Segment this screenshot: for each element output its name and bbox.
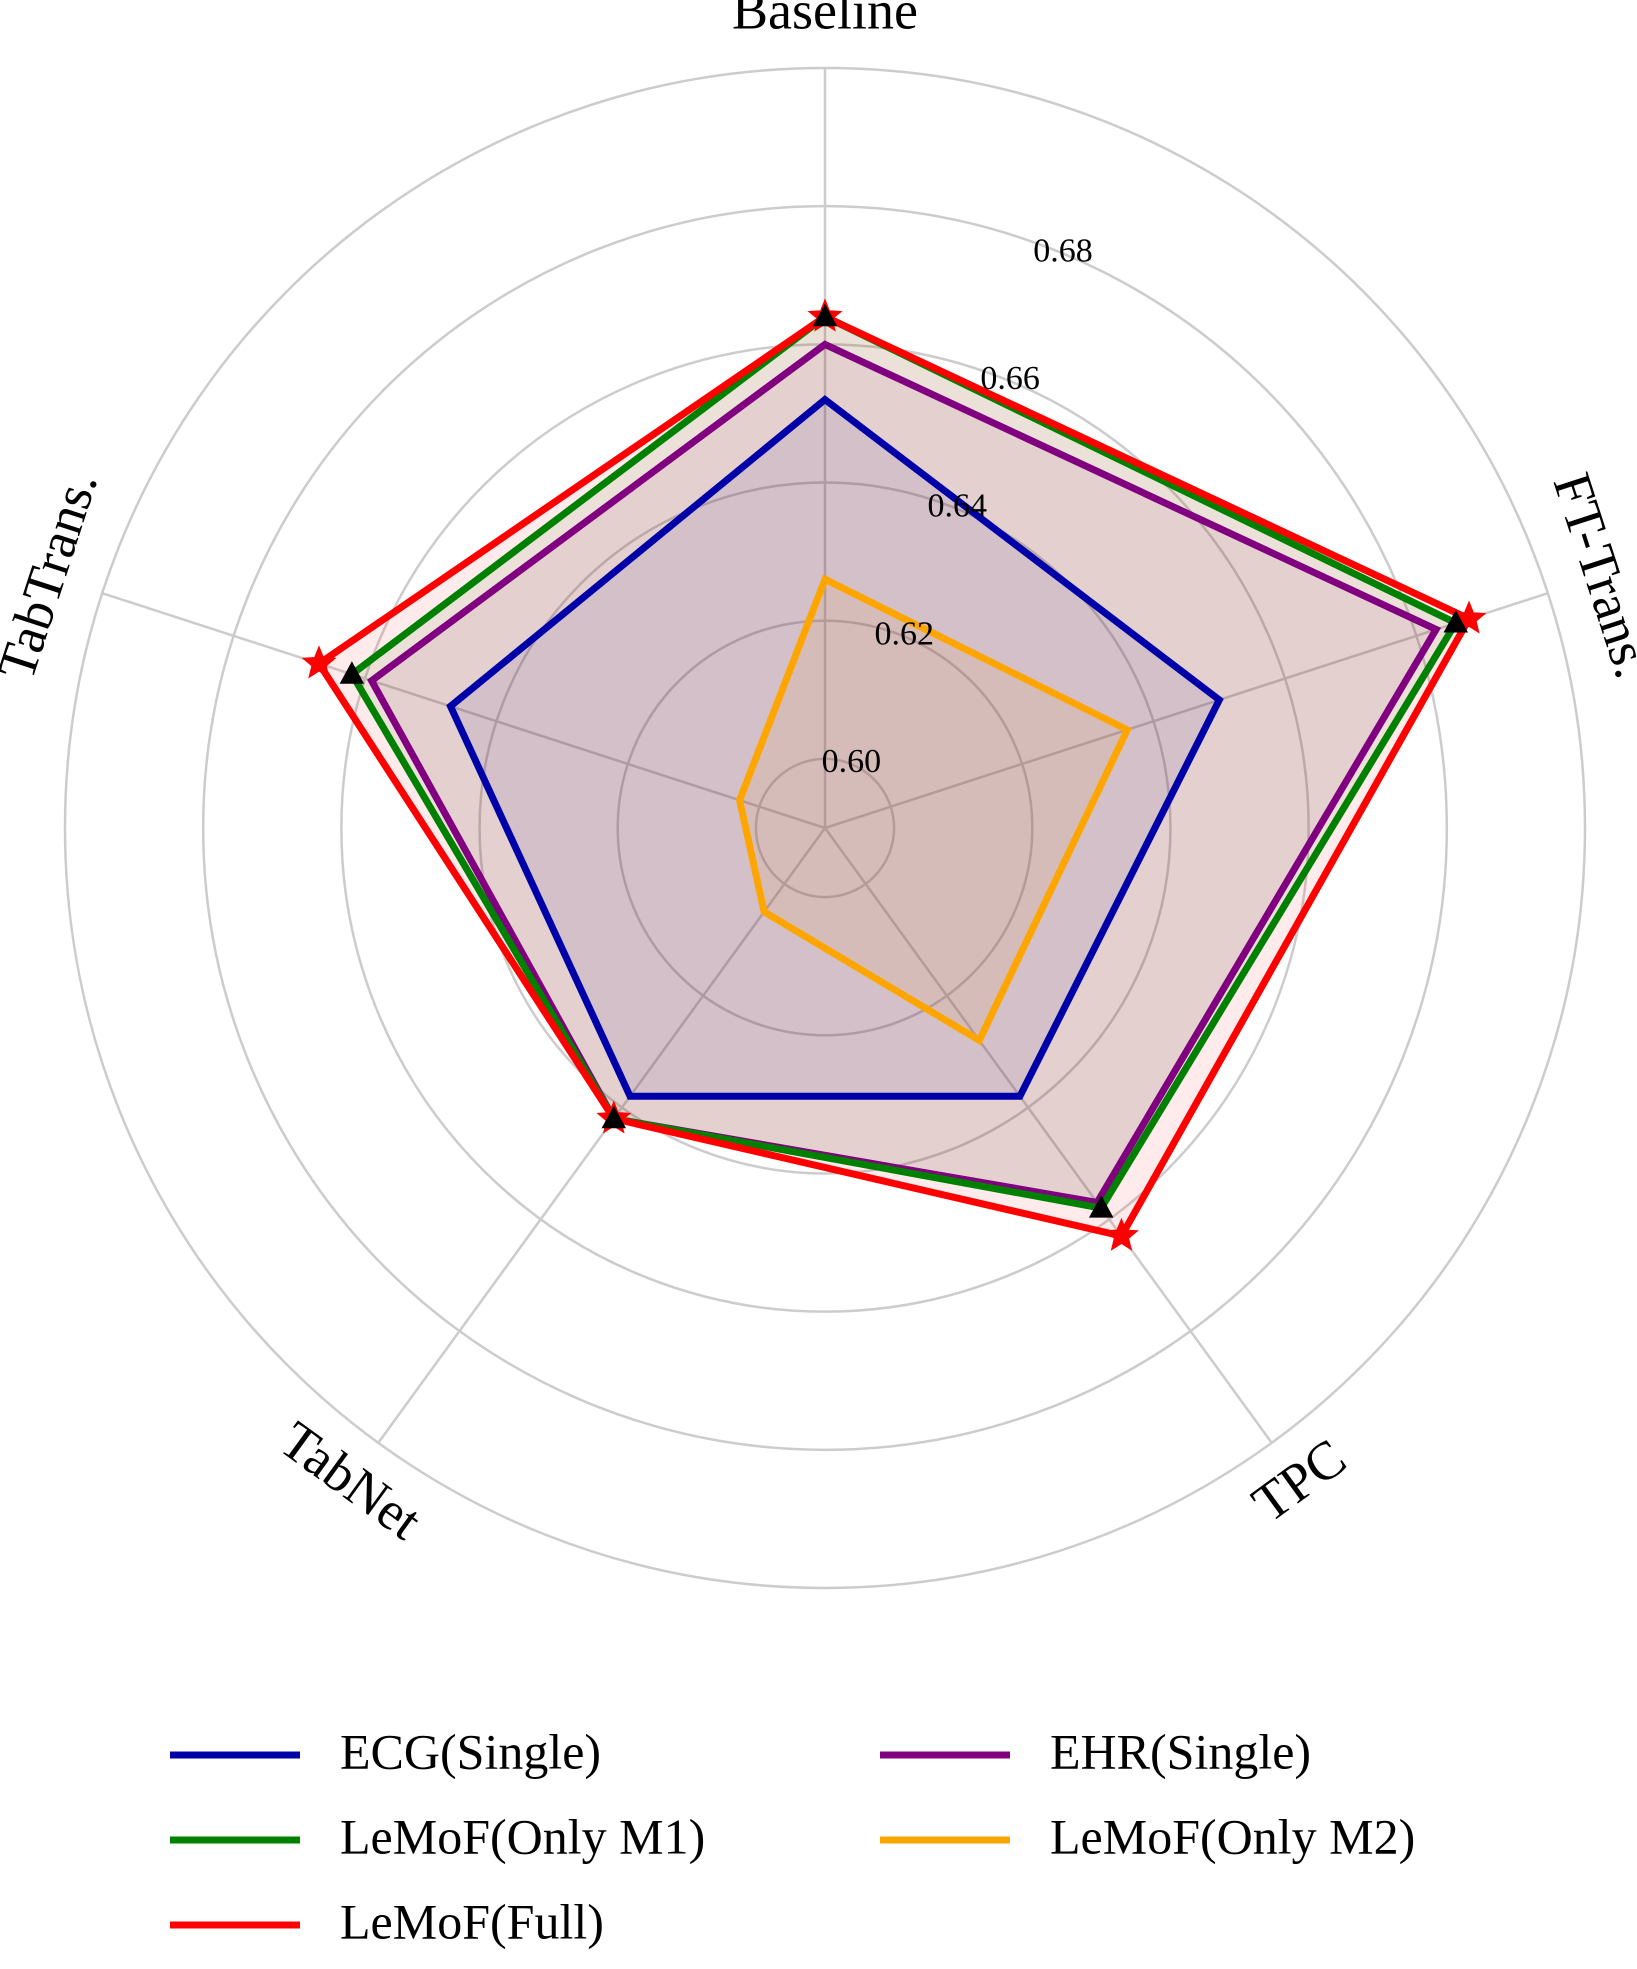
radial-tick-label: 0.66 — [980, 360, 1040, 397]
radial-tick-label: 0.64 — [927, 488, 987, 525]
series-point-triangle — [1088, 1195, 1114, 1218]
series-point-triangle — [1443, 609, 1469, 633]
grid-spoke — [101, 591, 826, 830]
grid-spoke — [377, 827, 827, 1444]
series-point-triangle — [812, 303, 838, 327]
axis-label: TabTrans. — [0, 464, 109, 687]
axis-label: TabNet — [269, 1410, 432, 1552]
series-fills — [319, 316, 1469, 1236]
series-fill — [450, 399, 1220, 1097]
series-line — [314, 312, 1474, 1240]
legend-label: ECG(Single) — [340, 1723, 601, 1779]
series-point-triangle — [601, 1105, 627, 1129]
radial-tick-label: 0.60 — [822, 743, 882, 780]
radar-grid — [63, 66, 1587, 1590]
series-point-star — [301, 645, 337, 679]
legend-label: LeMoF(Only M2) — [1050, 1808, 1415, 1864]
axis-label: TPC — [1241, 1427, 1356, 1534]
grid-spoke — [823, 827, 1273, 1444]
series-fill — [351, 316, 1456, 1209]
series-markers — [301, 298, 1487, 1251]
legend-label: EHR(Single) — [1050, 1723, 1311, 1779]
series-fill — [371, 344, 1437, 1203]
legend-label: LeMoF(Only M1) — [340, 1808, 705, 1864]
series-line — [446, 395, 1224, 1100]
axis-label: Baseline — [732, 0, 918, 40]
series-point-triangle — [339, 661, 365, 684]
grid-spoke — [824, 591, 1549, 830]
series-line — [735, 574, 1132, 1046]
series-fill — [319, 316, 1469, 1236]
series-line — [347, 312, 1461, 1212]
radial-tick-label: 0.68 — [1033, 232, 1093, 269]
series-point-star — [1104, 1217, 1139, 1251]
axis-label: FT-Trans. — [1542, 466, 1637, 685]
radial-tick-label: 0.62 — [875, 615, 935, 652]
legend: ECG(Single) EHR(Single) LeMoF(Only M1) LeMo… — [170, 1723, 1415, 1949]
series-lines — [314, 312, 1474, 1240]
radial-tick-labels: 0.60 0.62 0.64 0.66 0.68 — [822, 232, 1093, 780]
legend-label: LeMoF(Full) — [340, 1893, 604, 1949]
